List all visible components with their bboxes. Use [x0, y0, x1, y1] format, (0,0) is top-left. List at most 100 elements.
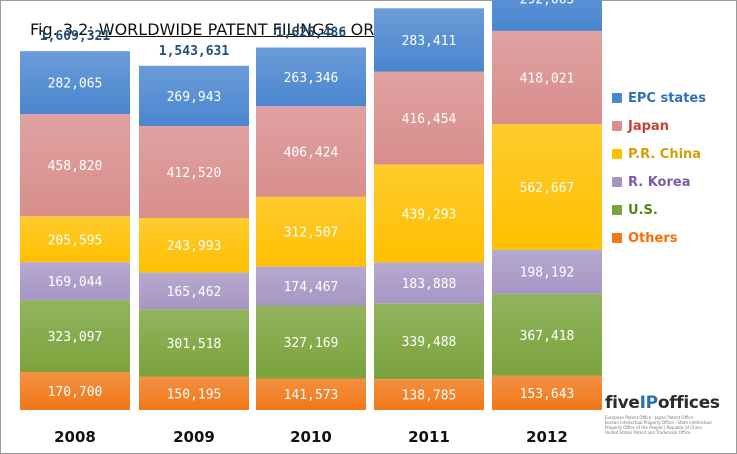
segment-value-label: 416,454 [402, 112, 457, 127]
segment-value-label: 243,993 [167, 239, 222, 254]
segment-value-label: 439,293 [402, 207, 457, 222]
legend-swatch [612, 233, 622, 243]
logo-subtext-line: European Patent Office · Japan Patent Of… [605, 415, 694, 420]
bar-segment-others-2009 [139, 376, 249, 410]
five-ip-offices-logo: fiveIPoffices European Patent Office · J… [605, 393, 730, 435]
legend-swatch [612, 121, 622, 131]
bar-segment-u-s--2012 [492, 293, 602, 376]
bar-total-label: 1,801,319 [394, 0, 464, 1]
bar-segment-japan-2012 [492, 30, 602, 125]
legend-item-others: Others [612, 224, 706, 252]
legend-label: U.S. [628, 202, 658, 218]
segment-value-label: 339,488 [402, 335, 457, 350]
legend-label: P.R. China [628, 146, 702, 162]
segment-value-label: 198,192 [520, 266, 575, 281]
chart-legend: EPC states Japan P.R. China R. Korea U.S. Oth… [612, 84, 706, 252]
bar-segment-others-2010 [256, 378, 366, 410]
legend-item-p-r-china: P.R. China [612, 140, 706, 168]
segment-value-label: 174,467 [284, 280, 339, 295]
segment-value-label: 312,507 [284, 226, 339, 241]
segment-value-label: 141,573 [284, 388, 339, 403]
segment-value-label: 150,195 [167, 387, 222, 402]
segment-value-label: 269,943 [167, 90, 222, 105]
legend-swatch [612, 93, 622, 103]
bar-segment-others-2012 [492, 375, 602, 410]
bar-segment-p-r-china-2010 [256, 196, 366, 267]
bar-segment-others-2011 [374, 379, 484, 410]
legend-swatch [612, 205, 622, 215]
bar-segment-u-s--2011 [374, 303, 484, 379]
x-axis-tick-label: 2008 [54, 428, 96, 446]
bar-segment-u-s--2008 [20, 299, 130, 372]
bar-segment-r-korea-2011 [374, 262, 484, 304]
logo-subtext-line: Korean Intellectual Property Office · St… [605, 420, 712, 425]
logo-word-offices: offices [657, 393, 720, 413]
bar-segment-r-korea-2008 [20, 262, 130, 300]
bar-segment-r-korea-2009 [139, 272, 249, 310]
bar-segment-japan-2008 [20, 114, 130, 217]
legend-item-u-s-: U.S. [612, 196, 706, 224]
logo-word-five: five [605, 393, 640, 413]
bar-segment-epc-states-2009 [139, 65, 249, 126]
legend-label: EPC states [628, 90, 706, 106]
logo-subtext: European Patent Office · Japan Patent Of… [605, 415, 730, 435]
bar-segment-epc-states-2008 [20, 51, 130, 114]
segment-value-label: 263,346 [284, 71, 339, 86]
bar-segment-p-r-china-2012 [492, 124, 602, 250]
bar-total-label: 1,625,486 [276, 26, 347, 41]
segment-value-label: 138,785 [402, 389, 457, 404]
segment-value-label: 183,888 [402, 277, 457, 292]
bar-segment-japan-2009 [139, 126, 249, 218]
logo-subtext-line: United States Patent and Trademark Offic… [605, 430, 691, 435]
legend-label: Others [628, 230, 678, 246]
segment-value-label: 283,411 [402, 34, 457, 49]
bar-segment-r-korea-2010 [256, 266, 366, 306]
segment-value-label: 418,021 [520, 72, 575, 87]
segment-value-label: 153,643 [520, 387, 575, 402]
chart-title: Fig. 3.2: WORLDWIDE PATENT FILINGS - ORI… [30, 20, 408, 39]
segment-value-label: 292,065 [520, 0, 575, 7]
figure-title: WORLDWIDE PATENT FILINGS - ORIGIN [98, 20, 409, 39]
logo-wordmark: fiveIPoffices [605, 393, 730, 413]
bar-total-label: 1,609,321 [40, 29, 111, 44]
bar-segment-u-s--2009 [139, 309, 249, 377]
segment-value-label: 406,424 [284, 146, 339, 161]
legend-item-epc-states: EPC states [612, 84, 706, 112]
bar-segment-p-r-china-2009 [139, 218, 249, 273]
segment-value-label: 458,820 [48, 159, 103, 174]
segment-value-label: 323,097 [48, 330, 103, 345]
legend-item-r-korea: R. Korea [612, 168, 706, 196]
segment-value-label: 205,595 [48, 233, 103, 248]
segment-value-label: 170,700 [48, 385, 103, 400]
bar-segment-japan-2010 [256, 106, 366, 197]
legend-swatch [612, 177, 622, 187]
logo-subtext-line: Property Office of the People's Republic… [605, 425, 702, 430]
segment-value-label: 367,418 [520, 329, 575, 344]
legend-item-japan: Japan [612, 112, 706, 140]
bar-segment-p-r-china-2008 [20, 216, 130, 263]
x-axis-tick-label: 2011 [408, 428, 450, 446]
x-axis-tick-label: 2009 [173, 428, 215, 446]
bar-segment-r-korea-2012 [492, 249, 602, 294]
logo-word-ip: IP [639, 393, 658, 413]
segment-value-label: 412,520 [167, 166, 222, 181]
legend-label: R. Korea [628, 174, 691, 190]
segment-value-label: 562,667 [520, 181, 575, 196]
bar-segment-others-2008 [20, 371, 130, 410]
segment-value-label: 169,044 [48, 275, 103, 290]
figure-number: Fig. 3.2: [30, 20, 94, 39]
bar-segment-epc-states-2011 [374, 8, 484, 72]
bar-segment-u-s--2010 [256, 305, 366, 379]
bar-segment-epc-states-2010 [256, 47, 366, 107]
bar-segment-japan-2011 [374, 71, 484, 165]
x-axis-tick-label: 2010 [290, 428, 332, 446]
segment-value-label: 301,518 [167, 337, 222, 352]
legend-swatch [612, 149, 622, 159]
bar-segment-epc-states-2012 [492, 0, 602, 31]
segment-value-label: 282,065 [48, 77, 103, 92]
x-axis-tick-label: 2012 [526, 428, 568, 446]
segment-value-label: 165,462 [167, 285, 222, 300]
legend-label: Japan [628, 118, 669, 134]
bar-segment-p-r-china-2011 [374, 164, 484, 263]
